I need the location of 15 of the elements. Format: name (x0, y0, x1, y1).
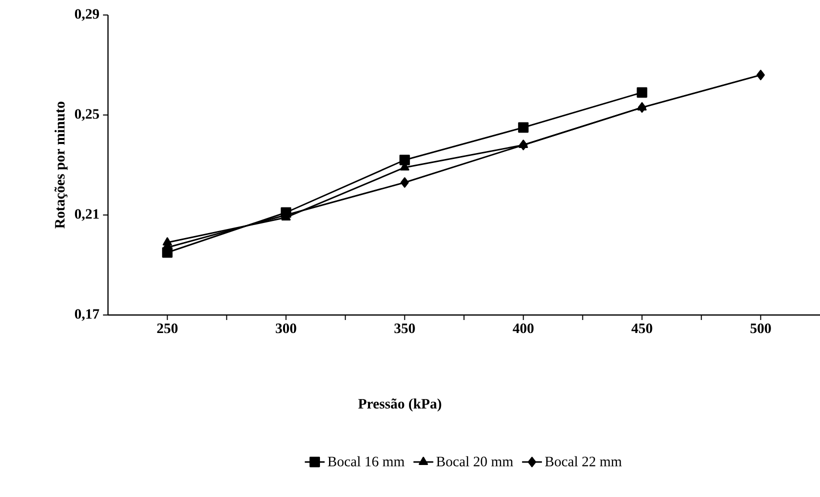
x-tick-label: 350 (394, 323, 415, 334)
y-axis-title: Rotações por minuto (54, 102, 68, 229)
legend-label: Bocal 22 mm (545, 456, 622, 466)
y-tick-label: 0,17 (74, 309, 100, 321)
y-tick-label: 0,21 (74, 209, 99, 221)
x-axis-title: Pressão (kPa) (358, 398, 442, 412)
x-tick-label: 300 (276, 323, 296, 334)
y-tick-label: 0,25 (74, 109, 99, 121)
x-tick-label: 450 (631, 323, 652, 334)
x-tick-label: 500 (750, 323, 771, 334)
legend-label: Bocal 20 mm (436, 456, 514, 466)
x-tick-label: 250 (157, 323, 178, 334)
x-tick-label: 400 (512, 323, 534, 334)
y-tick-label: 0,29 (74, 9, 99, 21)
legend-label: Bocal 16 mm (328, 456, 404, 466)
